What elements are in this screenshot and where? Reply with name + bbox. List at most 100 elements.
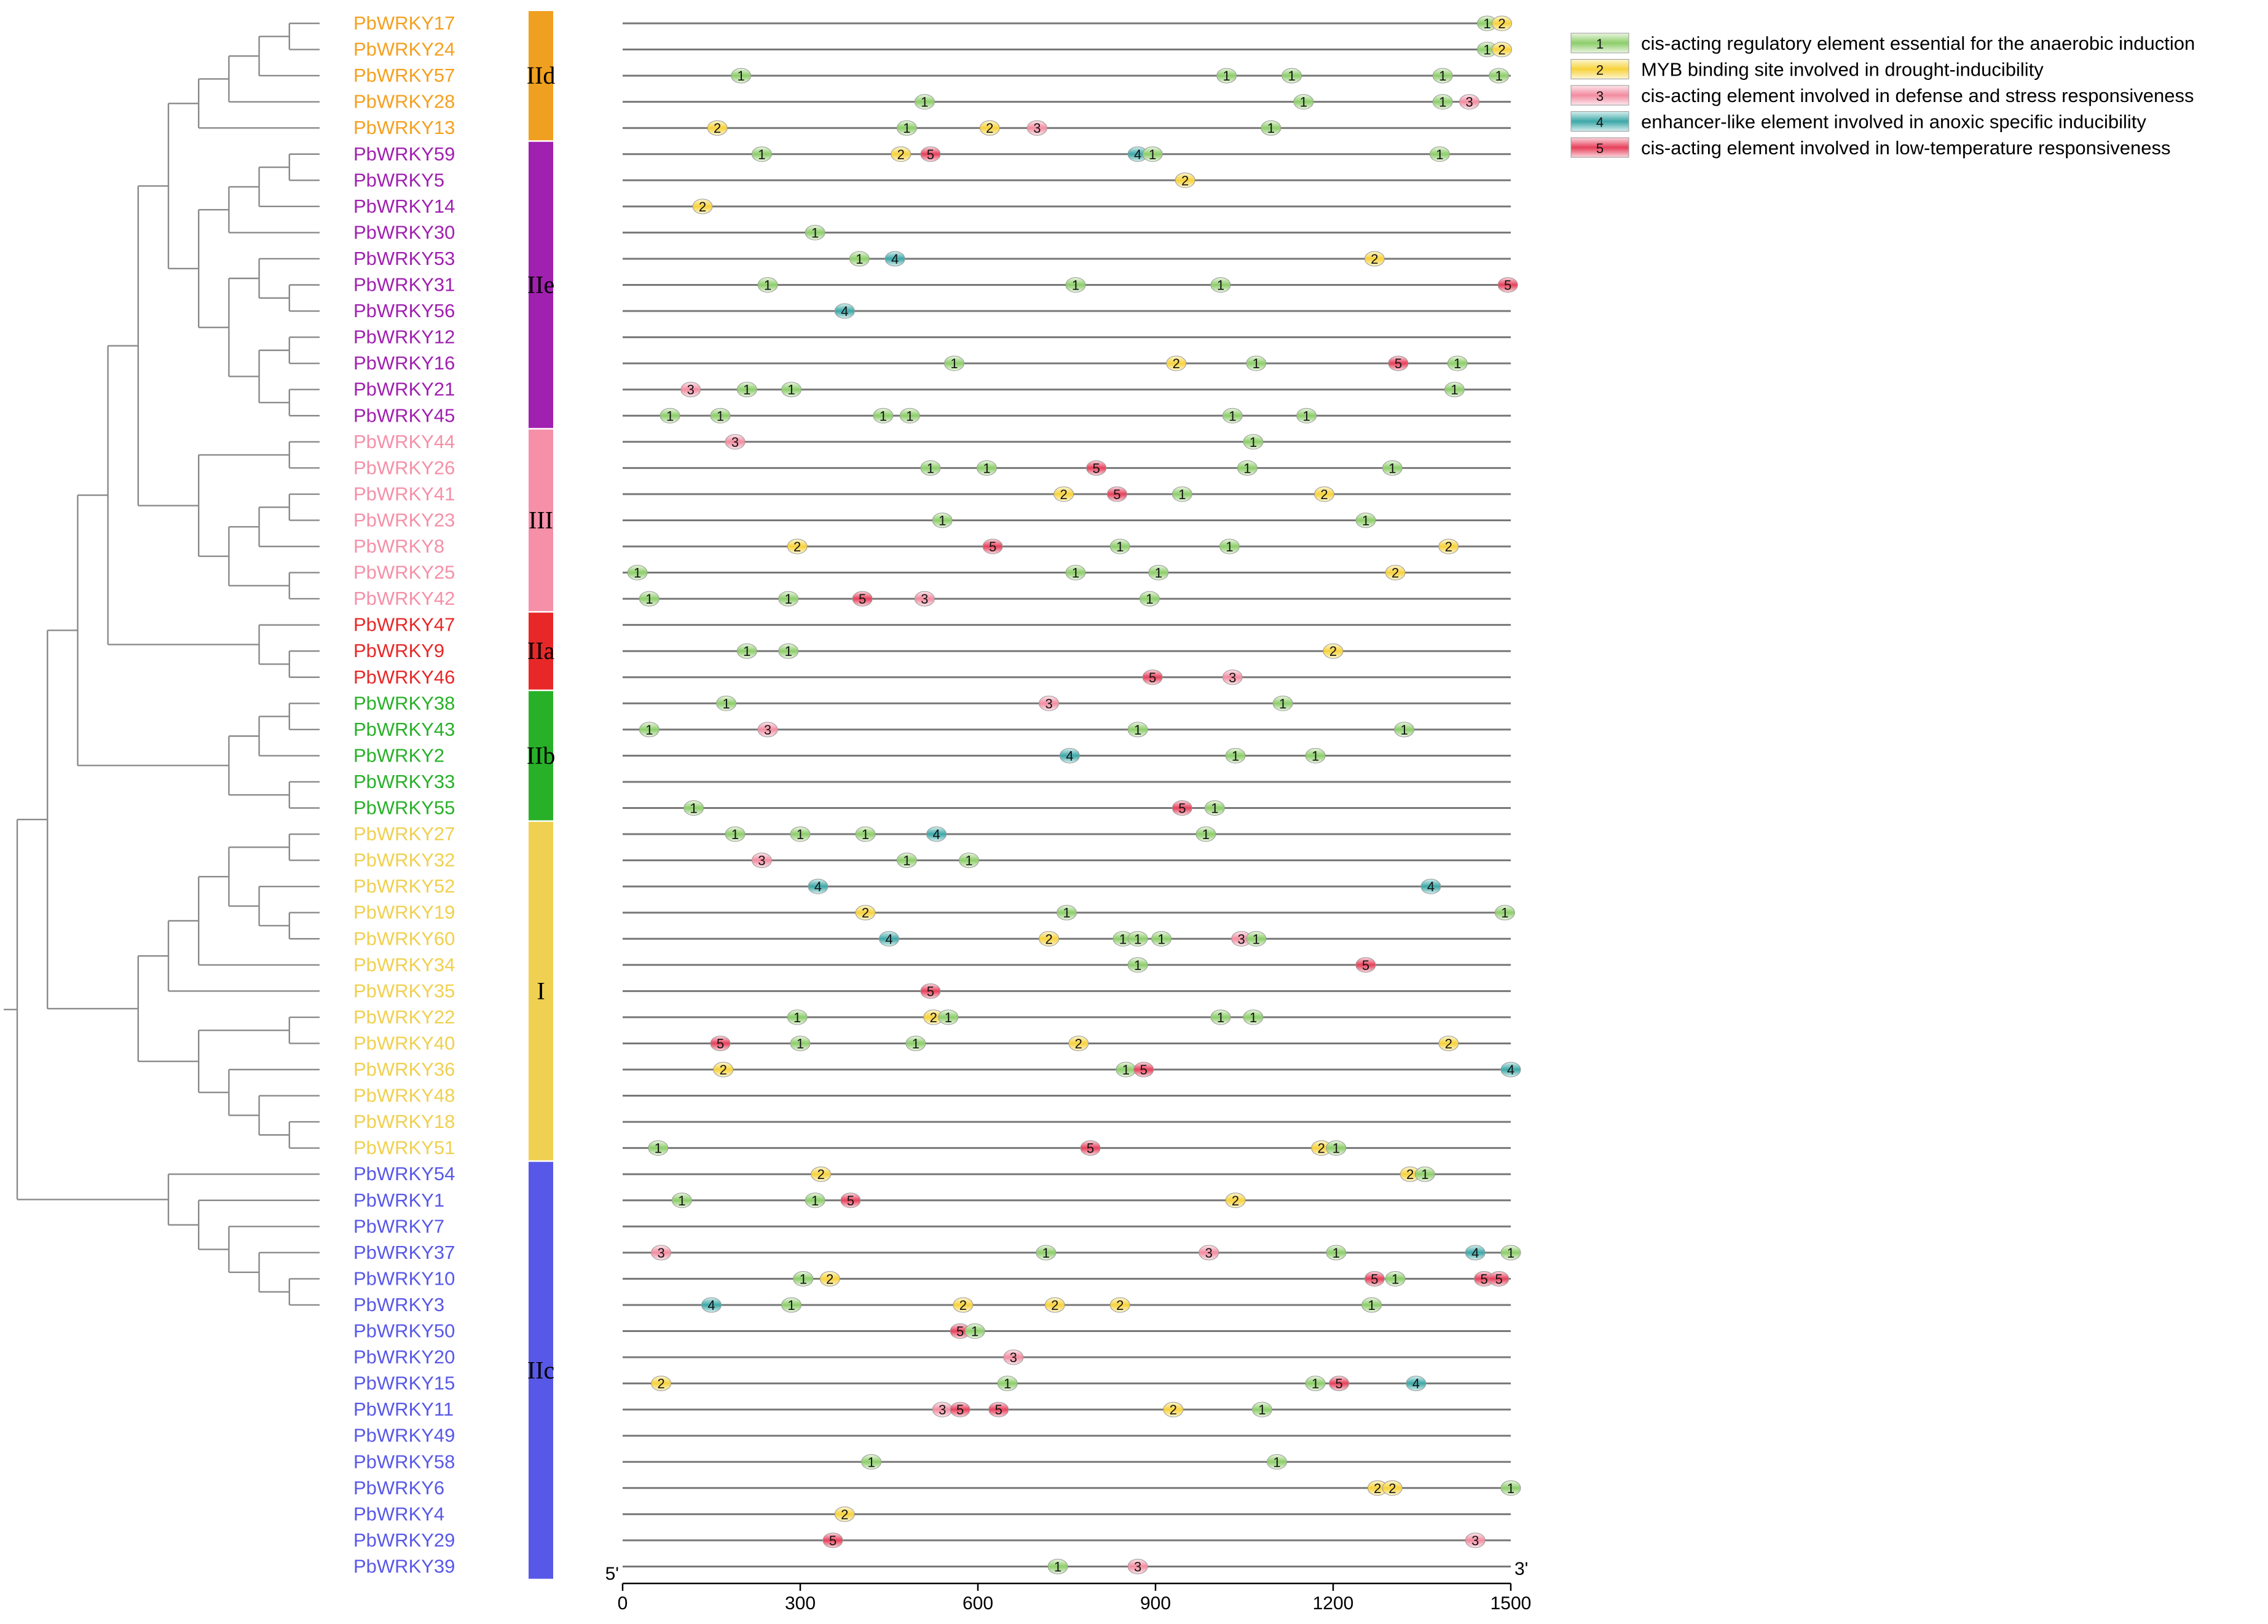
subfamily-bar [529, 612, 553, 690]
motif-marker [805, 224, 825, 240]
subfamily-label: IIe [527, 271, 554, 299]
motif-marker [1420, 878, 1441, 894]
gene-label: PbWRKY13 [353, 117, 455, 138]
motif-marker [1026, 120, 1047, 136]
gene-label: PbWRKY11 [353, 1398, 454, 1420]
motif-marker [855, 905, 876, 921]
motif-number: 2 [657, 1376, 664, 1392]
gene-label: PbWRKY6 [353, 1477, 444, 1499]
gene-label: PbWRKY39 [353, 1555, 455, 1577]
gene-label: PbWRKY5 [353, 169, 444, 191]
legend-swatch [1570, 33, 1629, 53]
gene-label: PbWRKY21 [353, 379, 455, 400]
legend-description: cis-acting regulatory element essential … [1641, 33, 2195, 54]
motif-marker [1127, 957, 1148, 973]
axis-end-label: 3' [1514, 1559, 1528, 1579]
motif-marker [1500, 1245, 1521, 1261]
subfamily-label: IIa [527, 637, 555, 664]
gene-label: PbWRKY2 [353, 744, 444, 766]
motif-number: 1 [634, 566, 641, 581]
motif-number: 5 [859, 591, 866, 607]
motif-number: 2 [1371, 251, 1378, 267]
gene-label: PbWRKY57 [353, 65, 455, 86]
motif-number: 1 [1333, 1245, 1340, 1261]
motif-marker [627, 565, 648, 581]
motif-marker [1171, 486, 1192, 502]
gene-label: PbWRKY18 [353, 1111, 455, 1132]
motif-marker [1210, 277, 1231, 293]
motif-number: 1 [927, 460, 934, 476]
motif-marker [1494, 905, 1515, 921]
motif-number: 5 [989, 539, 996, 554]
motif-marker [1326, 1245, 1347, 1261]
motif-number: 2 [1388, 1481, 1396, 1496]
motif-number: 5 [1178, 801, 1186, 816]
motif-marker [1047, 1558, 1068, 1574]
motif-marker [707, 120, 728, 136]
motif-number: 1 [738, 68, 745, 84]
motif-marker [1500, 1480, 1521, 1496]
motif-marker [639, 591, 660, 607]
motif-number: 1 [1149, 147, 1156, 162]
motif-marker [1086, 460, 1107, 476]
subfamily-bar [529, 822, 553, 1161]
motif-marker [1057, 905, 1077, 921]
motif-number: 2 [1232, 1193, 1239, 1208]
motif-number: 4 [885, 931, 892, 947]
motif-number: 1 [1368, 1298, 1375, 1313]
motif-number: 1 [785, 644, 792, 659]
motif-marker [1492, 15, 1513, 31]
motif-marker [811, 1166, 832, 1182]
motif-marker [1109, 538, 1130, 554]
motif-marker [1133, 1062, 1154, 1078]
motif-number: 3 [687, 382, 695, 398]
motif-number: 1 [1288, 68, 1295, 84]
motif-number: 4 [1427, 879, 1435, 894]
motif-number: 2 [1498, 42, 1505, 58]
motif-number: 5 [847, 1193, 854, 1208]
motif-number: 1 [1250, 1010, 1257, 1025]
gene-label: PbWRKY17 [353, 12, 455, 34]
motif-marker [1382, 1480, 1403, 1496]
motif-marker [896, 120, 917, 136]
gene-label: PbWRKY46 [353, 666, 455, 688]
legend-number: 3 [1596, 89, 1604, 104]
gene-label: PbWRKY12 [353, 326, 455, 348]
gene-label: PbWRKY60 [353, 928, 455, 949]
motif-number: 5 [1504, 278, 1511, 293]
motif-marker [1127, 1558, 1148, 1574]
motif-marker [840, 1192, 861, 1208]
legend-number: 4 [1596, 115, 1604, 130]
motif-number: 4 [1134, 147, 1141, 162]
motif-number: 5 [1140, 1062, 1148, 1078]
gene-label: PbWRKY36 [353, 1058, 455, 1080]
gene-label: PbWRKY25 [353, 562, 455, 583]
motif-marker [855, 826, 876, 842]
motif-marker [731, 68, 752, 84]
motif-number: 1 [800, 1271, 807, 1287]
motif-number: 5 [1481, 1271, 1488, 1287]
motif-number: 1 [1312, 1376, 1319, 1392]
motif-marker [1406, 1376, 1427, 1392]
motif-marker [1465, 1532, 1486, 1548]
motif-number: 1 [645, 722, 653, 738]
motif-marker [1489, 1271, 1510, 1287]
legend-swatch [1570, 59, 1629, 79]
legend-swatch [1570, 137, 1629, 158]
motif-number: 4 [891, 251, 899, 267]
motif-marker [701, 1297, 722, 1313]
motif-number: 3 [1471, 1533, 1479, 1548]
motif-marker [959, 853, 980, 869]
motif-number: 1 [1507, 1481, 1514, 1496]
motif-marker [1447, 355, 1468, 371]
gene-label: PbWRKY31 [353, 274, 455, 296]
motif-number: 2 [862, 905, 869, 921]
gene-label: PbWRKY42 [353, 588, 455, 609]
motif-marker [1151, 931, 1172, 947]
motif-number: 2 [1329, 644, 1337, 659]
motif-marker [1106, 486, 1127, 502]
motif-number: 1 [1273, 1454, 1280, 1470]
motif-marker [790, 1035, 811, 1051]
